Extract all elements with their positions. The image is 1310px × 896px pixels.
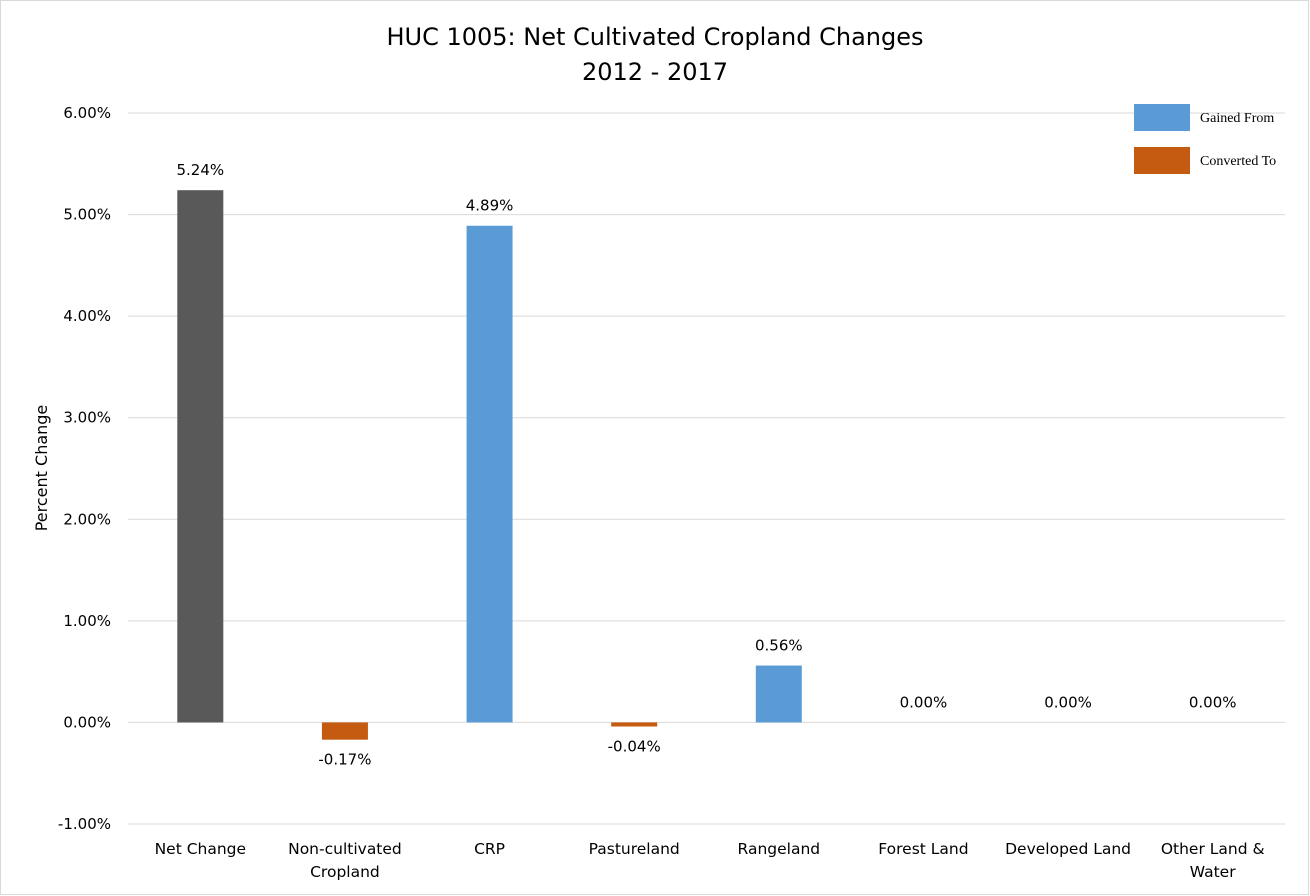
bar: [177, 190, 224, 723]
x-tick-label: Water: [1190, 863, 1236, 881]
y-tick-label: 6.00%: [63, 104, 111, 122]
y-axis-label: Percent Change: [32, 405, 51, 532]
data-label: 0.00%: [900, 693, 948, 711]
bar: [611, 722, 658, 727]
x-tick-label: Rangeland: [738, 840, 821, 858]
y-axis-ticks: -1.00% 0.00% 1.00% 2.00% 3.00% 4.00% 5.00% 6.00…: [58, 104, 111, 833]
legend: Gained From Converted To: [1134, 104, 1276, 174]
data-label: -0.04%: [608, 737, 661, 755]
y-tick-label: 5.00%: [63, 206, 111, 224]
bar: [466, 225, 513, 723]
bars: [177, 190, 802, 740]
x-tick-label: Pastureland: [589, 840, 680, 858]
y-tick-label: 4.00%: [63, 307, 111, 325]
x-tick-label: Cropland: [310, 863, 380, 881]
x-tick-label: Developed Land: [1005, 840, 1131, 858]
chart-title: HUC 1005: Net Cultivated Cropland Change…: [386, 23, 923, 51]
x-tick-label: Net Change: [155, 840, 246, 858]
chart-subtitle: 2012 - 2017: [582, 58, 728, 86]
gridlines: [128, 112, 1285, 825]
data-labels: 5.24% -0.17% 4.89% -0.04% 0.56% 0.00% 0.00% 0.0…: [176, 161, 1236, 769]
y-tick-label: 2.00%: [63, 510, 111, 528]
data-label: 5.24%: [176, 161, 224, 179]
x-axis-ticks: Net Change Non-cultivated Cropland CRP Pastu…: [155, 840, 1265, 881]
y-tick-label: 3.00%: [63, 409, 111, 427]
x-tick-label: Non-cultivated: [288, 840, 402, 858]
legend-label: Converted To: [1200, 154, 1276, 169]
x-tick-label: Forest Land: [878, 840, 968, 858]
data-label: 0.56%: [755, 637, 803, 655]
x-tick-label: Other Land &: [1161, 840, 1265, 858]
legend-label: Gained From: [1200, 111, 1274, 126]
bar: [755, 665, 802, 723]
data-label: -0.17%: [318, 751, 371, 769]
bar: [321, 722, 368, 740]
y-tick-label: 1.00%: [63, 612, 111, 630]
y-tick-label: -1.00%: [58, 815, 111, 833]
data-label: 0.00%: [1189, 693, 1237, 711]
x-tick-label: CRP: [474, 840, 505, 858]
data-label: 4.89%: [466, 197, 514, 215]
y-tick-label: 0.00%: [63, 713, 111, 731]
data-label: 0.00%: [1044, 693, 1092, 711]
legend-swatch: [1134, 104, 1190, 131]
legend-swatch: [1134, 147, 1190, 174]
